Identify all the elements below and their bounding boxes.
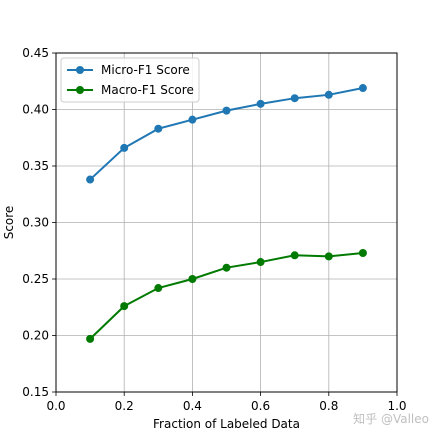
data-point — [120, 143, 129, 152]
data-point — [290, 251, 299, 260]
data-point — [86, 334, 95, 343]
x-tick-label: 0.4 — [183, 399, 202, 413]
legend: Micro-F1 Score Macro-F1 Score — [60, 57, 200, 103]
data-point — [154, 284, 163, 293]
legend-box — [60, 57, 200, 103]
data-point — [358, 84, 367, 93]
x-tick-label: 0.6 — [251, 399, 270, 413]
data-point — [290, 94, 299, 103]
legend-label: Micro-F1 Score — [101, 63, 190, 77]
data-point — [324, 252, 333, 261]
series-layer — [86, 84, 367, 343]
y-axis-label: Score — [2, 206, 16, 240]
series-micro-f1 — [86, 84, 367, 184]
x-tick-label: 0.2 — [115, 399, 134, 413]
series-macro-f1 — [86, 249, 367, 343]
legend-swatch-marker — [76, 86, 84, 94]
x-axis-label: Fraction of Labeled Data — [153, 417, 300, 431]
data-point — [154, 124, 163, 133]
x-tick-label: 0.8 — [319, 399, 338, 413]
y-tick-label: 0.15 — [22, 385, 49, 399]
legend-label: Macro-F1 Score — [101, 83, 194, 97]
y-tick-label: 0.45 — [22, 46, 49, 60]
x-tick-label: 1.0 — [387, 399, 406, 413]
y-tick-label: 0.35 — [22, 159, 49, 173]
legend-swatch-marker — [76, 66, 84, 74]
y-tick-label: 0.20 — [22, 329, 49, 343]
data-point — [256, 258, 265, 267]
data-point — [188, 115, 197, 124]
data-point — [324, 90, 333, 99]
data-point — [222, 263, 231, 272]
x-tick-label: 0.0 — [46, 399, 65, 413]
data-point — [358, 249, 367, 258]
axis-ticks: 0.0 0.2 0.4 0.6 0.8 1.0 0.15 0.20 0.25 0.30 0.35 0.… — [22, 46, 406, 413]
data-point — [86, 175, 95, 184]
data-point — [120, 302, 129, 311]
grid — [55, 52, 398, 393]
y-tick-label: 0.25 — [22, 272, 49, 286]
y-tick-label: 0.40 — [22, 103, 49, 117]
y-tick-label: 0.30 — [22, 216, 49, 230]
watermark-text: 知乎 @Valleo — [353, 412, 429, 426]
data-point — [222, 106, 231, 115]
data-point — [188, 275, 197, 283]
data-point — [256, 99, 265, 108]
